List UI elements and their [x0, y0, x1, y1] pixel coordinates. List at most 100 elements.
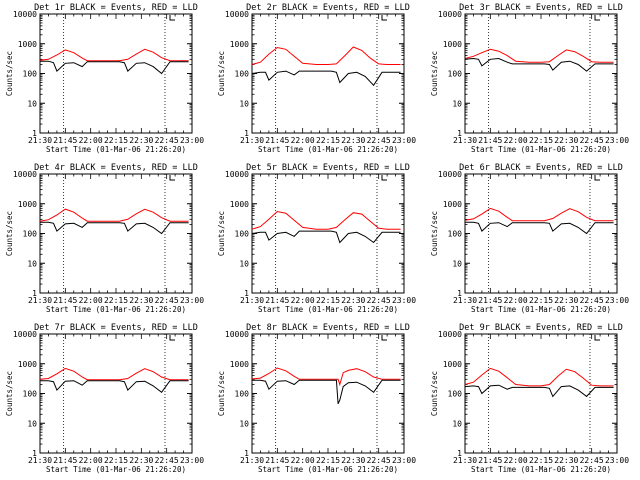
bracket-mark: [169, 15, 175, 21]
x-tick-label: 23:00: [392, 296, 416, 305]
x-tick-label: 21:45: [478, 136, 502, 145]
x-tick-label: 21:45: [265, 296, 289, 305]
y-axis-label: Counts/sec: [217, 211, 226, 256]
x-tick-label: 22:30: [129, 136, 153, 145]
x-tick-label: 22:45: [155, 296, 179, 305]
series-line-red: [251, 210, 401, 230]
chart-title: Det 9r BLACK = Events, RED = LLD: [459, 323, 623, 333]
x-tick-label: 22:30: [554, 136, 578, 145]
x-tick-label: 22:15: [104, 296, 128, 305]
x-tick-label: 21:30: [240, 296, 264, 305]
y-tick-label: 1: [457, 129, 462, 138]
y-tick-label: 100: [23, 390, 38, 399]
chart-panel-7: Det 7r BLACK = Events, RED = LLD 1 10 100 10…: [5, 323, 204, 474]
x-tick-label: 21:30: [240, 136, 264, 145]
series-line-black: [40, 60, 189, 75]
x-axis-label: Start Time (01-Mar-06 21:26:20): [258, 465, 398, 474]
chart-title: Det 5r BLACK = Events, RED = LLD: [246, 163, 410, 173]
y-tick-label: 10000: [225, 330, 249, 339]
y-tick-label: 100: [235, 70, 250, 79]
y-tick-label: 100: [448, 390, 463, 399]
series-line-red: [464, 367, 614, 387]
x-tick-label: 23:00: [392, 136, 416, 145]
x-tick-label: 22:45: [155, 456, 179, 465]
y-tick-label: 10000: [438, 330, 462, 339]
x-tick-label: 23:00: [605, 456, 629, 465]
y-tick-label: 100: [23, 230, 38, 239]
y-tick-label: 1000: [18, 200, 37, 209]
y-axis-label: Counts/sec: [5, 51, 14, 96]
x-tick-label: 21:45: [53, 136, 77, 145]
plot-frame: [464, 13, 618, 134]
x-tick-label: 22:00: [79, 456, 103, 465]
y-tick-label: 10000: [438, 170, 462, 179]
x-tick-label: 22:30: [554, 296, 578, 305]
y-tick-label: 1: [457, 449, 462, 458]
series-line-black: [252, 379, 401, 405]
x-axis-label: Start Time (01-Mar-06 21:26:20): [471, 305, 611, 314]
x-axis-label: Start Time (01-Mar-06 21:26:20): [471, 145, 611, 154]
x-tick-label: 22:00: [79, 296, 103, 305]
y-tick-label: 10000: [225, 10, 249, 19]
series-line-red: [464, 48, 614, 63]
chart-panel-3: Det 3r BLACK = Events, RED = LLD 1 10 100 10…: [430, 3, 629, 154]
y-tick-label: 10000: [225, 170, 249, 179]
y-tick-label: 1000: [18, 40, 37, 49]
x-axis-label: Start Time (01-Mar-06 21:26:20): [46, 145, 186, 154]
plot-frame: [464, 173, 618, 294]
series-line-red: [39, 208, 189, 222]
bracket-mark: [169, 175, 175, 181]
chart-panel-5: Det 5r BLACK = Events, RED = LLD 1 10 100 10…: [217, 163, 416, 314]
chart-panel-8: Det 8r BLACK = Events, RED = LLD 1 10 100 10…: [217, 323, 416, 474]
chart-title: Det 4r BLACK = Events, RED = LLD: [34, 163, 198, 173]
series-line-red: [39, 367, 189, 381]
chart-title: Det 3r BLACK = Events, RED = LLD: [459, 3, 623, 13]
x-tick-label: 22:30: [341, 136, 365, 145]
y-tick-label: 100: [235, 230, 250, 239]
x-tick-label: 23:00: [392, 456, 416, 465]
x-tick-label: 22:45: [580, 296, 604, 305]
plot-frame: [464, 333, 618, 454]
x-tick-label: 21:45: [53, 296, 77, 305]
y-tick-label: 1: [32, 129, 37, 138]
y-axis-label: Counts/sec: [430, 371, 439, 416]
x-tick-label: 22:30: [341, 296, 365, 305]
x-tick-label: 22:15: [529, 136, 553, 145]
x-tick-label: 22:15: [529, 456, 553, 465]
x-tick-label: 22:15: [104, 136, 128, 145]
x-tick-label: 22:00: [504, 296, 528, 305]
y-tick-label: 10000: [438, 10, 462, 19]
x-tick-label: 23:00: [180, 456, 204, 465]
x-tick-label: 23:00: [180, 296, 204, 305]
x-tick-label: 21:30: [453, 296, 477, 305]
chart-panel-1: Det 1r BLACK = Events, RED = LLD 1 10 100 10…: [5, 3, 204, 154]
y-tick-label: 1000: [443, 200, 462, 209]
x-tick-label: 22:00: [291, 296, 315, 305]
series-line-black: [465, 221, 614, 235]
bracket-mark: [381, 335, 387, 341]
series-line-red: [464, 207, 614, 222]
x-axis-label: Start Time (01-Mar-06 21:26:20): [471, 465, 611, 474]
y-tick-label: 10000: [13, 330, 37, 339]
y-tick-label: 10: [239, 259, 249, 268]
y-tick-label: 10: [452, 99, 462, 108]
plot-frame: [251, 333, 405, 454]
x-tick-label: 22:45: [580, 136, 604, 145]
x-tick-label: 21:45: [478, 456, 502, 465]
x-axis-label: Start Time (01-Mar-06 21:26:20): [258, 305, 398, 314]
x-tick-label: 22:30: [341, 456, 365, 465]
series-line-red: [251, 367, 401, 387]
y-tick-label: 100: [448, 230, 463, 239]
bracket-mark: [594, 15, 600, 21]
y-tick-label: 10000: [13, 170, 37, 179]
y-tick-label: 10: [27, 99, 37, 108]
y-tick-label: 1: [32, 449, 37, 458]
y-tick-label: 100: [23, 70, 38, 79]
y-tick-label: 10: [452, 419, 462, 428]
series-line-black: [251, 230, 401, 244]
x-tick-label: 22:15: [529, 296, 553, 305]
y-tick-label: 10: [239, 419, 249, 428]
x-tick-label: 22:45: [367, 456, 391, 465]
y-tick-label: 100: [235, 390, 250, 399]
bracket-mark: [594, 175, 600, 181]
